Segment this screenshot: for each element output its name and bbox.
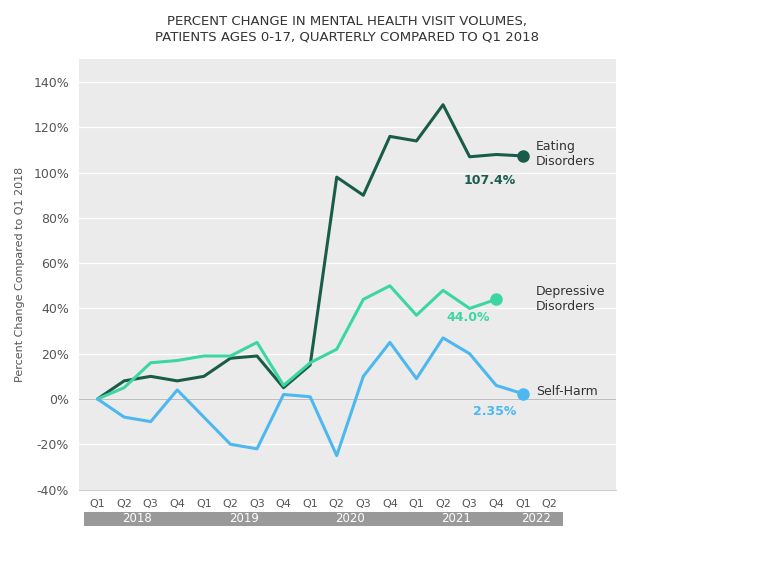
Text: 2021: 2021 xyxy=(442,512,471,526)
Text: 44.0%: 44.0% xyxy=(446,311,489,324)
Text: 107.4%: 107.4% xyxy=(464,174,516,187)
Text: 2018: 2018 xyxy=(122,512,152,526)
Text: 2020: 2020 xyxy=(335,512,365,526)
FancyBboxPatch shape xyxy=(84,512,191,526)
Text: 2022: 2022 xyxy=(521,512,551,526)
FancyBboxPatch shape xyxy=(509,512,562,526)
FancyBboxPatch shape xyxy=(297,512,403,526)
Text: 2.35%: 2.35% xyxy=(473,405,516,418)
Title: PERCENT CHANGE IN MENTAL HEALTH VISIT VOLUMES,
PATIENTS AGES 0-17, QUARTERLY COM: PERCENT CHANGE IN MENTAL HEALTH VISIT VO… xyxy=(155,15,540,43)
Text: Self-Harm: Self-Harm xyxy=(536,385,598,398)
Text: 2019: 2019 xyxy=(229,512,258,526)
Y-axis label: Percent Change Compared to Q1 2018: Percent Change Compared to Q1 2018 xyxy=(15,167,25,382)
FancyBboxPatch shape xyxy=(403,512,509,526)
Text: Depressive
Disorders: Depressive Disorders xyxy=(536,286,606,314)
Text: Eating
Disorders: Eating Disorders xyxy=(536,140,596,168)
FancyBboxPatch shape xyxy=(191,512,297,526)
